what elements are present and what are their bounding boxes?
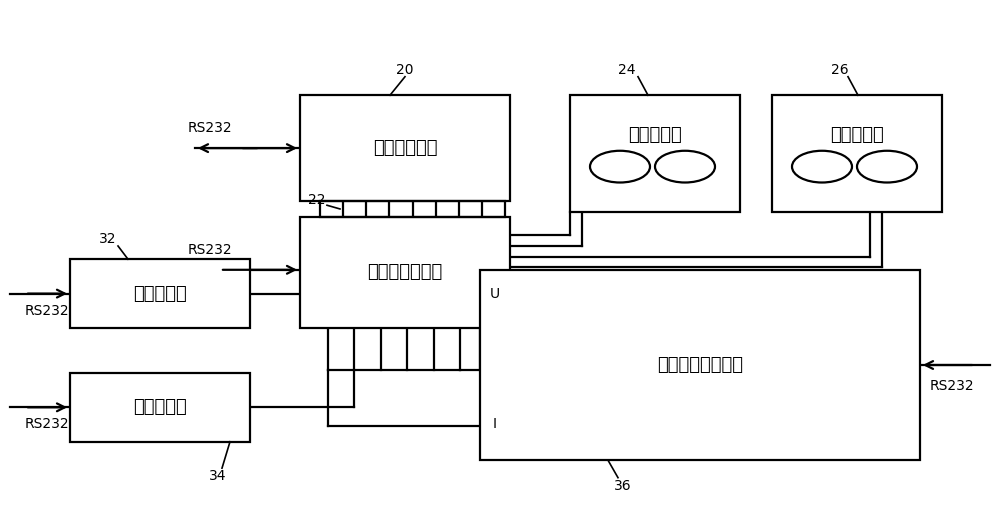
Bar <box>70 259 250 328</box>
Text: 24: 24 <box>618 63 636 77</box>
Text: 36: 36 <box>614 479 632 492</box>
Text: 交直流标准表: 交直流标准表 <box>373 139 437 157</box>
Text: 34: 34 <box>209 469 227 483</box>
Text: 26: 26 <box>831 63 849 77</box>
Text: 22: 22 <box>308 193 326 207</box>
Text: 电压输出端: 电压输出端 <box>628 126 682 144</box>
Bar <box>300 217 510 328</box>
Text: 直流稳压源: 直流稳压源 <box>133 285 187 303</box>
Bar <box>772 95 942 212</box>
Text: RS232: RS232 <box>25 304 70 317</box>
Text: RS232: RS232 <box>188 121 232 135</box>
Text: I: I <box>493 417 497 431</box>
Bar <box>480 270 920 460</box>
Text: 20: 20 <box>396 63 414 77</box>
Bar <box>70 373 250 442</box>
Text: RS232: RS232 <box>25 417 70 431</box>
Text: RS232: RS232 <box>188 243 232 257</box>
Text: U: U <box>490 287 500 300</box>
Text: 32: 32 <box>99 232 117 246</box>
Text: 直流恒流源: 直流恒流源 <box>133 398 187 416</box>
Text: 电流输出端: 电流输出端 <box>830 126 884 144</box>
Text: 自动量程切换器: 自动量程切换器 <box>367 263 443 281</box>
Text: RS232: RS232 <box>930 379 974 393</box>
Text: 交流音频程控电源: 交流音频程控电源 <box>657 356 743 374</box>
Bar <box>300 95 510 201</box>
Bar <box>570 95 740 212</box>
